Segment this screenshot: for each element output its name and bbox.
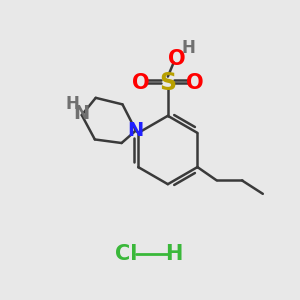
- Text: Cl: Cl: [115, 244, 137, 264]
- Text: H: H: [65, 95, 79, 113]
- Text: N: N: [128, 121, 144, 140]
- Text: S: S: [159, 71, 176, 95]
- Text: O: O: [186, 73, 203, 93]
- Text: H: H: [181, 39, 195, 57]
- Text: O: O: [168, 49, 186, 69]
- Text: N: N: [73, 104, 89, 123]
- Text: O: O: [132, 73, 150, 93]
- Text: H: H: [165, 244, 182, 264]
